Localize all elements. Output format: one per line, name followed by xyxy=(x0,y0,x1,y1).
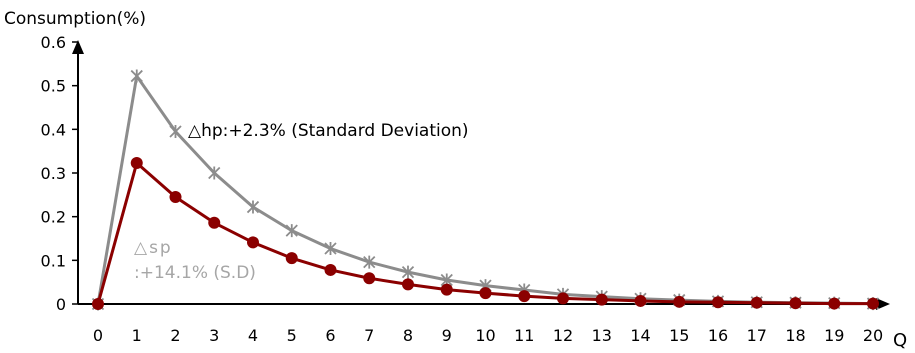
data-point xyxy=(518,290,531,303)
x-tick-label: 5 xyxy=(287,326,297,345)
y-tick-label: 0.1 xyxy=(41,251,66,270)
data-point xyxy=(828,297,841,310)
series-label-sp-line1: △sp xyxy=(134,238,173,258)
x-tick-label: 6 xyxy=(325,326,335,345)
data-point xyxy=(401,265,415,279)
data-point xyxy=(324,242,337,256)
x-tick-label: 12 xyxy=(553,326,573,345)
y-axis-label: Consumption(%) xyxy=(4,9,146,29)
data-point xyxy=(479,287,492,300)
x-tick-label: 4 xyxy=(248,326,258,345)
series-label-sp-line2: :+14.1% (S.D) xyxy=(134,263,256,283)
data-point xyxy=(363,272,376,285)
data-point xyxy=(789,297,802,310)
x-tick-label: 19 xyxy=(824,326,844,345)
data-point xyxy=(285,224,298,238)
x-axis-label: Q xyxy=(893,330,907,351)
x-tick-label: 7 xyxy=(364,326,374,345)
data-point xyxy=(867,297,879,310)
x-tick-label: 9 xyxy=(442,326,452,345)
y-tick-label: 0.2 xyxy=(41,208,66,227)
data-point xyxy=(634,294,647,307)
x-tick-label: 15 xyxy=(669,326,689,345)
data-point xyxy=(402,278,414,291)
x-tick-label: 13 xyxy=(592,326,612,345)
x-tick-label: 1 xyxy=(132,326,142,345)
x-tick-label: 17 xyxy=(747,326,767,345)
data-point xyxy=(750,296,763,309)
data-point xyxy=(130,156,143,169)
series-1 xyxy=(92,156,879,310)
data-point xyxy=(246,200,260,214)
data-point xyxy=(208,216,221,229)
x-tick-label: 18 xyxy=(785,326,805,345)
data-point xyxy=(130,69,143,83)
data-point xyxy=(440,283,453,296)
x-tick-label: 8 xyxy=(403,326,413,345)
y-axis-arrow xyxy=(72,40,84,54)
y-tick-label: 0.5 xyxy=(41,77,66,96)
series-label-hp: △hp:+2.3% (Standard Deviation) xyxy=(188,121,469,141)
data-point xyxy=(247,236,259,249)
data-point xyxy=(324,263,337,276)
x-tick-label: 11 xyxy=(514,326,534,345)
data-point xyxy=(208,166,221,180)
data-point xyxy=(595,293,608,306)
x-tick-label: 2 xyxy=(170,326,180,345)
x-tick-label: 16 xyxy=(708,326,728,345)
x-axis-arrow xyxy=(876,298,890,310)
x-tick-label: 20 xyxy=(863,326,883,345)
data-point xyxy=(169,125,182,139)
x-tick-label: 3 xyxy=(209,326,219,345)
data-point xyxy=(363,255,376,269)
y-tick-label: 0 xyxy=(56,295,66,314)
data-point xyxy=(557,292,569,305)
y-tick-label: 0.4 xyxy=(41,120,66,139)
x-tick-label: 10 xyxy=(475,326,495,345)
x-tick-label: 0 xyxy=(93,326,103,345)
x-tick-label: 14 xyxy=(630,326,650,345)
y-tick-label: 0.6 xyxy=(41,33,66,52)
data-point xyxy=(285,252,298,265)
data-point xyxy=(712,296,724,309)
y-tick-label: 0.3 xyxy=(41,164,66,183)
data-point xyxy=(92,298,104,310)
data-point xyxy=(169,191,182,204)
data-point xyxy=(673,295,686,308)
